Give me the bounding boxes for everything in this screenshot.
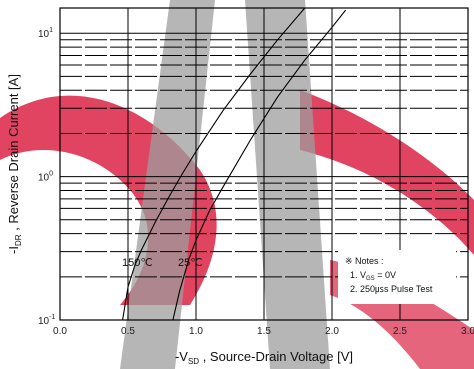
x-tick-label-1: 0.5 <box>121 326 135 337</box>
y-tick-label-2: 10-1 <box>38 314 55 327</box>
curve-label-150c: 150℃ <box>122 257 153 269</box>
y-tick-label-1: 100 <box>38 171 53 184</box>
x-tick-label-6: 3.0 <box>461 326 474 337</box>
notes-title: ※ Notes : <box>345 256 384 266</box>
x-axis-title: -VSD , Source-Drain Voltage [V] <box>175 349 353 366</box>
x-tick-label-3: 1.5 <box>257 326 271 337</box>
x-tick-label-0: 0.0 <box>53 326 67 337</box>
plot-frame <box>59 7 469 321</box>
series-line-0 <box>122 7 306 321</box>
y-axis-title: -IDR , Reverse Drain Current [A] <box>6 74 23 254</box>
notes-background <box>338 250 456 304</box>
curve-layer <box>122 7 347 321</box>
watermark-red-arc <box>300 90 474 255</box>
notes-box: ※ Notes : 1. VGS = 0V 2. 250㎲s Pulse Tes… <box>338 250 456 304</box>
curve-label-25c: 25℃ <box>178 257 203 269</box>
tick-labels: 0.0 0.5 1.0 1.5 2.0 2.5 3.0 101 100 10-1 <box>38 27 474 337</box>
y-tick-label-0: 101 <box>38 27 53 40</box>
series-line-1 <box>172 9 347 321</box>
notes-line-1: 1. VGS = 0V <box>350 270 396 282</box>
x-tick-label-5: 2.5 <box>393 326 407 337</box>
notes-line-2: 2. 250㎲s Pulse Test <box>350 284 433 295</box>
x-tick-label-4: 2.0 <box>325 326 339 337</box>
x-tick-label-2: 1.0 <box>189 326 203 337</box>
